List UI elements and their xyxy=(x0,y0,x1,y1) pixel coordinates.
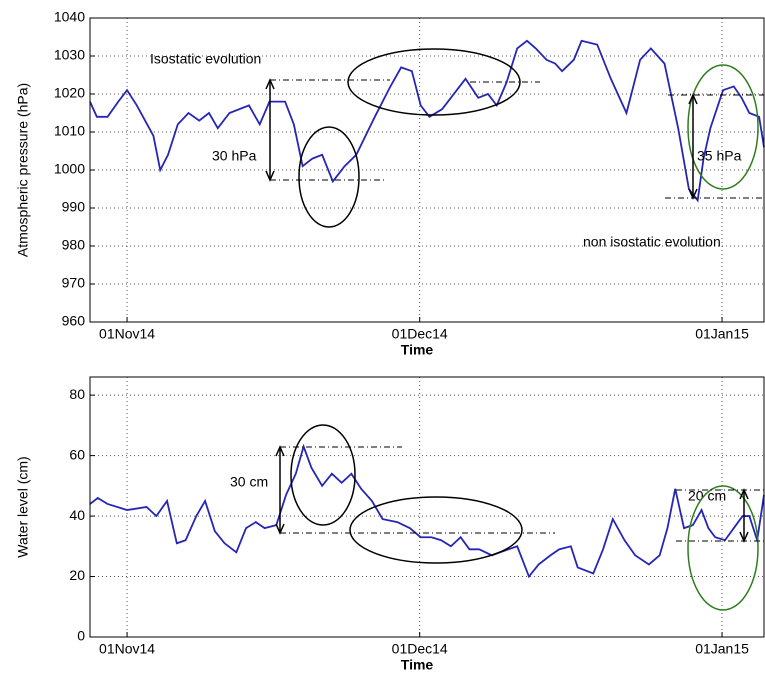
arrow-heads xyxy=(265,78,749,543)
ellipse xyxy=(687,64,759,190)
annotation: 35 hPa xyxy=(697,148,742,164)
y-tick-label: 40 xyxy=(69,507,85,523)
x-tick-label: 01Jan15 xyxy=(695,326,749,342)
axes-frame xyxy=(89,376,765,638)
plot-area xyxy=(90,377,764,637)
x-tick-label: 01Nov14 xyxy=(99,641,155,657)
y-axis-label: Water level (cm) xyxy=(15,456,31,557)
y-tick-label: 60 xyxy=(69,446,85,462)
y-tick-label: 960 xyxy=(62,313,86,329)
data-line xyxy=(89,39,765,203)
y-tick-label: 1020 xyxy=(54,85,85,101)
y-tick-label: 1030 xyxy=(54,47,85,63)
y-tick-label: 20 xyxy=(69,567,85,583)
ellipse xyxy=(290,424,356,526)
y-axis-label: Atmospheric pressure (hPa) xyxy=(15,83,31,257)
data-line xyxy=(89,443,765,579)
x-axis-label: Time xyxy=(401,657,434,673)
ellipse xyxy=(347,48,521,116)
ellipse xyxy=(349,496,523,564)
annotation: 30 hPa xyxy=(212,148,257,164)
axes-frame xyxy=(89,17,765,323)
annotation: non isostatic evolution xyxy=(583,234,721,250)
x-tick-label: 01Dec14 xyxy=(392,641,448,657)
y-tick-label: 980 xyxy=(62,237,86,253)
y-tick-label: 1040 xyxy=(54,9,85,25)
y-tick-label: 1010 xyxy=(54,123,85,139)
y-tick-label: 990 xyxy=(62,199,86,215)
annotation: 30 cm xyxy=(230,474,268,490)
x-tick-label: 01Nov14 xyxy=(99,326,155,342)
annotation: Isostatic evolution xyxy=(150,51,261,67)
x-tick-label: 01Jan15 xyxy=(695,641,749,657)
x-axis-label: Time xyxy=(401,342,434,358)
y-tick-label: 1000 xyxy=(54,161,85,177)
ellipse xyxy=(687,485,759,611)
y-tick-label: 0 xyxy=(77,628,85,644)
y-tick-label: 80 xyxy=(69,386,85,402)
ellipse xyxy=(298,126,360,228)
x-tick-label: 01Dec14 xyxy=(392,326,448,342)
y-tick-label: 970 xyxy=(62,275,86,291)
annotation: 20 cm xyxy=(688,488,726,504)
annotation-shapes xyxy=(265,48,764,611)
